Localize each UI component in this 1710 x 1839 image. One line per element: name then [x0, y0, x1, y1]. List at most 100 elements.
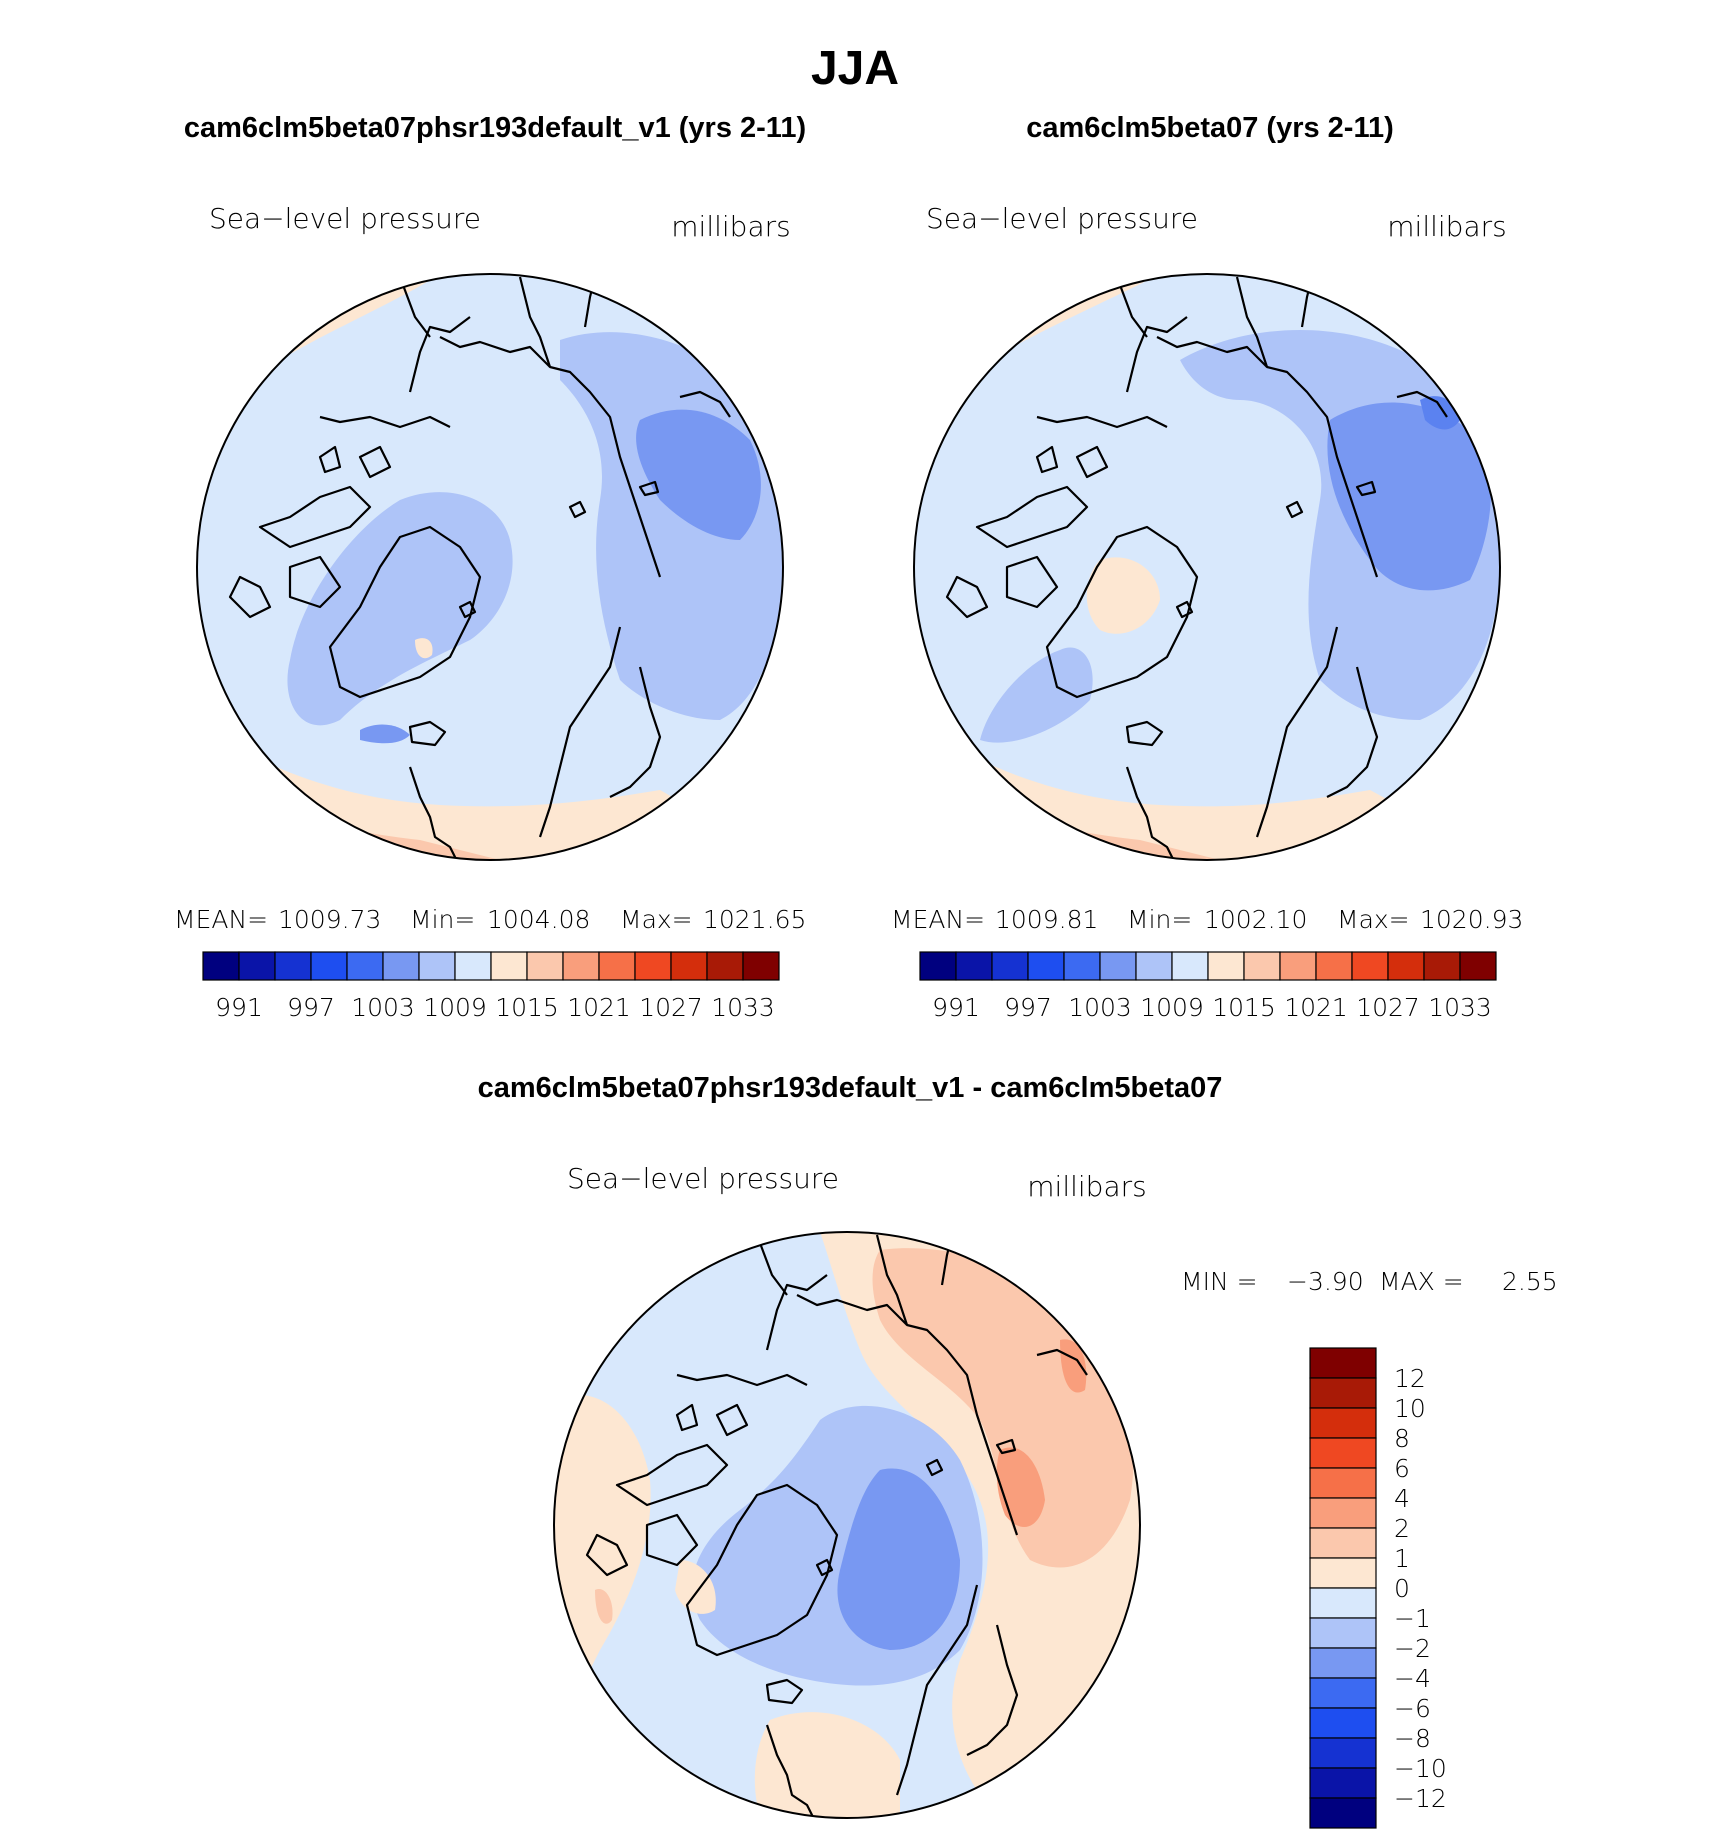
left-colorbar-swatch-0	[202, 951, 240, 981]
left-colorbar-swatch-14	[706, 951, 744, 981]
diff-colorbar-tick-label-3: 6	[1394, 1454, 1410, 1483]
panel-right-stats: MEAN= 1009.81 Min= 1002.10 Max= 1020.93	[891, 905, 1523, 934]
diff-colorbar-swatch-11	[1309, 1677, 1377, 1709]
right-colorbar-swatch-2	[991, 951, 1029, 981]
panel-right-title: cam6clm5beta07 (yrs 2-11)	[1026, 112, 1394, 144]
diff-colorbar-tick-label-7: 0	[1394, 1574, 1410, 1603]
diff-colorbar-swatch-6	[1309, 1527, 1377, 1559]
panel-left-title: cam6clm5beta07phsr193default_v1 (yrs 2-1…	[184, 112, 806, 144]
contour-neg3-centre	[837, 1468, 960, 1650]
left-colorbar-tick-label-2: 1003	[351, 993, 415, 1022]
figure-title: JJA	[811, 42, 899, 95]
diff-colorbar-swatch-0	[1309, 1347, 1377, 1379]
panel-left-min-value: 1004.08	[487, 905, 590, 934]
right-colorbar-swatch-9	[1243, 951, 1281, 981]
right-colorbar-tick-label-2: 1003	[1068, 993, 1132, 1022]
left-colorbar-swatch-11	[598, 951, 636, 981]
diff-colorbar-tick-label-2: 8	[1394, 1424, 1410, 1453]
right-colorbar-tick-label-0: 991	[932, 993, 980, 1022]
left-colorbar-tick-label-4: 1015	[495, 993, 559, 1022]
right-colorbar-swatch-1	[955, 951, 993, 981]
diff-colorbar-tick-label-5: 2	[1394, 1514, 1410, 1543]
diff-colorbar-swatch-9	[1309, 1617, 1377, 1649]
panel-left-stats: MEAN= 1009.73 Min= 1004.08 Max= 1021.65	[174, 905, 806, 934]
diff-colorbar-tick-label-0: 12	[1394, 1364, 1426, 1393]
panel-right-variable: Sea−level pressure	[926, 202, 1198, 235]
right-colorbar-tick-label-5: 1021	[1284, 993, 1348, 1022]
left-colorbar-swatch-15	[742, 951, 780, 981]
right-colorbar-swatch-14	[1423, 951, 1461, 981]
diff-colorbar-tick-label-6: 1	[1394, 1544, 1410, 1573]
right-colorbar-swatch-0	[919, 951, 957, 981]
panel-difference: cam6clm5beta07phsr193default_v1 - cam6cl…	[478, 1072, 1558, 1829]
contour-neg3-east	[1327, 402, 1491, 591]
diff-colorbar-swatch-3	[1309, 1437, 1377, 1469]
panel-right-mean-label: MEAN=	[891, 905, 985, 934]
right-colorbar-tick-label-1: 997	[1004, 993, 1052, 1022]
right-colorbar-swatch-11	[1315, 951, 1353, 981]
diff-colorbar-swatch-2	[1309, 1407, 1377, 1439]
diff-stats: MIN = −3.90 MAX = 2.55	[1181, 1267, 1558, 1296]
left-colorbar-swatch-4	[346, 951, 384, 981]
right-colorbar-swatch-12	[1351, 951, 1389, 981]
contour-pos1-centre	[415, 638, 433, 659]
diff-colorbar-swatch-15	[1309, 1797, 1377, 1829]
panel-left-units: millibars	[671, 210, 790, 243]
contour-neg2-centre	[287, 492, 513, 726]
diff-min-value: −3.90	[1287, 1267, 1364, 1296]
diff-colorbar-swatch-1	[1309, 1377, 1377, 1409]
panel-left-mean-value: 1009.73	[278, 905, 381, 934]
left-colorbar-swatch-10	[562, 951, 600, 981]
diff-min-label: MIN =	[1181, 1267, 1258, 1296]
diff-colorbar-swatch-14	[1309, 1767, 1377, 1799]
diff-colorbar-tick-label-11: −6	[1394, 1694, 1431, 1723]
diff-colorbar-swatch-7	[1309, 1557, 1377, 1589]
left-colorbar-tick-label-7: 1033	[711, 993, 775, 1022]
panel-left-mean-label: MEAN=	[174, 905, 268, 934]
left-colorbar-swatch-9	[526, 951, 564, 981]
left-colorbar-tick-label-6: 1027	[639, 993, 703, 1022]
panel-right-map	[914, 274, 1500, 860]
panel-left: cam6clm5beta07phsr193default_v1 (yrs 2-1…	[174, 112, 806, 1022]
left-colorbar-tick-label-5: 1021	[567, 993, 631, 1022]
diff-colorbar-tick-label-1: 10	[1394, 1394, 1426, 1423]
left-colorbar-tick-label-0: 991	[215, 993, 263, 1022]
right-colorbar-swatch-8	[1207, 951, 1245, 981]
left-colorbar-tick-label-3: 1009	[423, 993, 487, 1022]
panel-left-colorbar: 991 997 1003 1009 1015 1021 1027 1033	[202, 951, 780, 1022]
diff-max-label: MAX =	[1379, 1267, 1464, 1296]
panel-right-min-label: Min=	[1127, 905, 1192, 934]
right-colorbar-swatch-3	[1027, 951, 1065, 981]
left-colorbar-swatch-12	[634, 951, 672, 981]
panel-right-colorbar: 991 997 1003 1009 1015 1021 1027 1033	[919, 951, 1497, 1022]
left-colorbar-swatch-7	[454, 951, 492, 981]
diff-colorbar-swatch-13	[1309, 1737, 1377, 1769]
diff-title: cam6clm5beta07phsr193default_v1 - cam6cl…	[478, 1072, 1223, 1104]
panel-right-min-value: 1002.10	[1204, 905, 1307, 934]
right-colorbar-swatch-6	[1135, 951, 1173, 981]
panel-right-max-label: Max=	[1337, 905, 1410, 934]
panel-right: cam6clm5beta07 (yrs 2-11) Sea−level pres…	[891, 112, 1523, 1022]
left-colorbar-swatch-2	[274, 951, 312, 981]
panel-right-max-value: 1020.93	[1420, 905, 1523, 934]
panel-left-map-border	[196, 273, 784, 861]
diff-colorbar-swatch-10	[1309, 1647, 1377, 1679]
panel-right-map-border	[913, 273, 1501, 861]
contour-neg2-centre	[980, 647, 1093, 743]
right-colorbar-swatch-5	[1099, 951, 1137, 981]
contour-pos3-east-small	[1060, 1339, 1087, 1393]
diff-variable: Sea−level pressure	[567, 1162, 839, 1195]
left-colorbar-swatch-1	[238, 951, 276, 981]
right-colorbar-tick-label-3: 1009	[1140, 993, 1204, 1022]
right-colorbar-tick-label-7: 1033	[1428, 993, 1492, 1022]
right-colorbar-swatch-7	[1171, 951, 1209, 981]
panel-right-units: millibars	[1387, 210, 1506, 243]
panel-left-min-label: Min=	[410, 905, 475, 934]
panel-left-max-label: Max=	[620, 905, 693, 934]
contour-pos1-west-small	[554, 1296, 620, 1342]
right-colorbar-swatch-10	[1279, 951, 1317, 981]
diff-colorbar-tick-label-10: −4	[1394, 1664, 1431, 1693]
right-colorbar-tick-label-6: 1027	[1356, 993, 1420, 1022]
